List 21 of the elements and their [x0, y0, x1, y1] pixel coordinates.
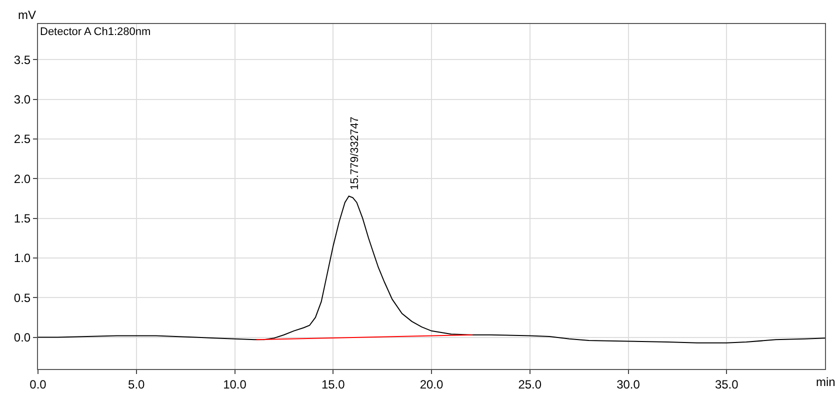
- x-tick-label: 5.0: [128, 377, 146, 392]
- y-tick-label: 2.5: [14, 132, 31, 146]
- annotation: 15.779/332747: [348, 116, 361, 190]
- x-tick-label: 15.0: [321, 377, 346, 392]
- y-tick-label: 3.5: [14, 52, 31, 67]
- x-tick-label: 30.0: [616, 377, 640, 392]
- y-tick-label: 0.5: [14, 290, 31, 305]
- x-tick-label: 0.0: [30, 377, 47, 392]
- y-axis-title: mV: [18, 8, 36, 22]
- annotation: Detector A Ch1:280nm: [40, 26, 151, 38]
- x-tick-label: 25.0: [518, 377, 542, 392]
- x-axis-title: min: [816, 375, 836, 389]
- y-tick-label: 1.5: [14, 212, 31, 226]
- y-tick-label: 2.0: [14, 172, 31, 186]
- x-tick-label: 10.0: [223, 377, 247, 392]
- y-tick-label: 3.0: [14, 92, 31, 107]
- y-tick-label: 1.0: [14, 251, 31, 266]
- x-tick-label: 20.0: [420, 377, 444, 392]
- x-tick-label: 35.0: [714, 377, 739, 392]
- line-series: [38, 196, 825, 344]
- y-tick-label: 0.0: [14, 330, 31, 344]
